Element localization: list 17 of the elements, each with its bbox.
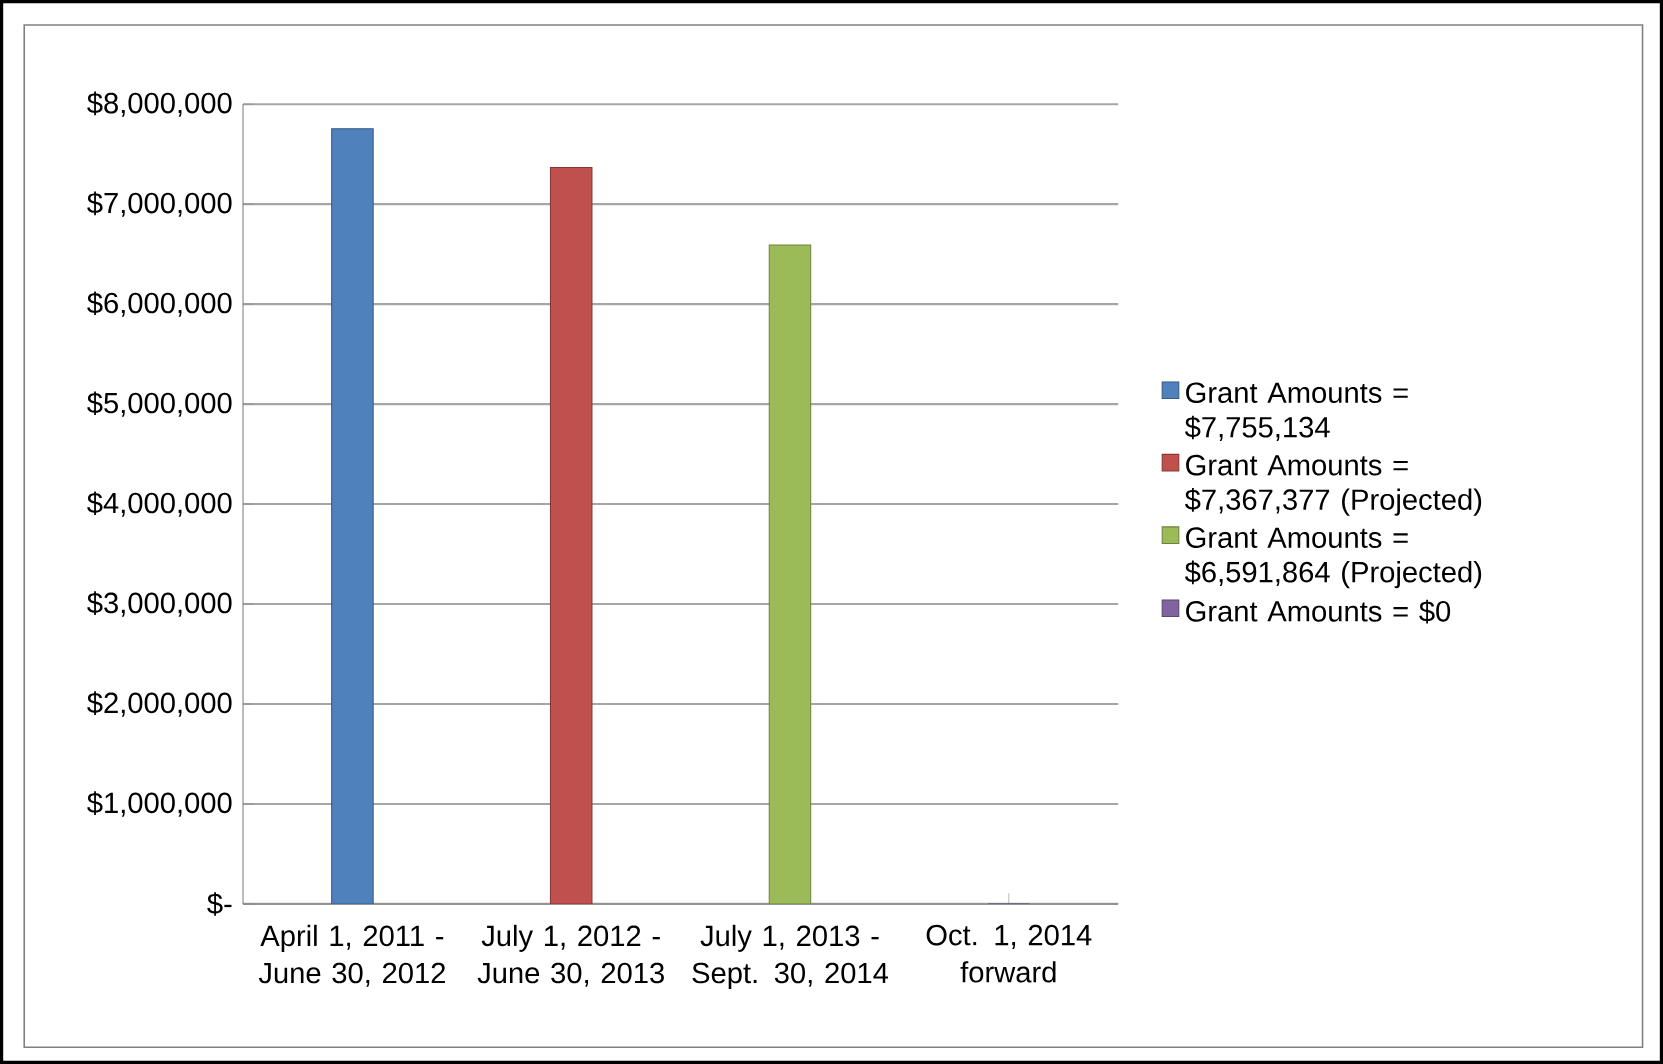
y-tick-label: $2,000,000 <box>87 691 232 717</box>
x-tick-label: Oct. 1, 2014 forward <box>926 924 1092 983</box>
y-tick-label: $8,000,000 <box>87 91 232 117</box>
x-tick-label: April 1, 2011 - June 30, 2012 <box>258 924 445 987</box>
legend-label: Grant Amounts = $6,591,864 (Projected) <box>1184 527 1482 589</box>
y-tick-label: $7,000,000 <box>87 191 232 217</box>
x-tick-label: July 1, 2013 - Sept. 30, 2014 <box>692 924 889 990</box>
y-tick-label: $1,000,000 <box>87 791 232 817</box>
y-tick-label: $- <box>207 892 232 916</box>
y-tick-label: $3,000,000 <box>87 591 232 617</box>
legend-label: Grant Amounts = $7,755,134 <box>1184 382 1408 441</box>
x-tick-label: July 1, 2012 - June 30, 2013 <box>477 924 664 987</box>
legend-label: Grant Amounts = $0 <box>1186 599 1451 624</box>
y-tick-label: $5,000,000 <box>87 391 232 417</box>
legend-label: Grant Amounts = $7,367,377 (Projected) <box>1184 454 1482 516</box>
y-tick-label: $6,000,000 <box>87 291 232 317</box>
y-tick-label: $4,000,000 <box>87 491 232 517</box>
